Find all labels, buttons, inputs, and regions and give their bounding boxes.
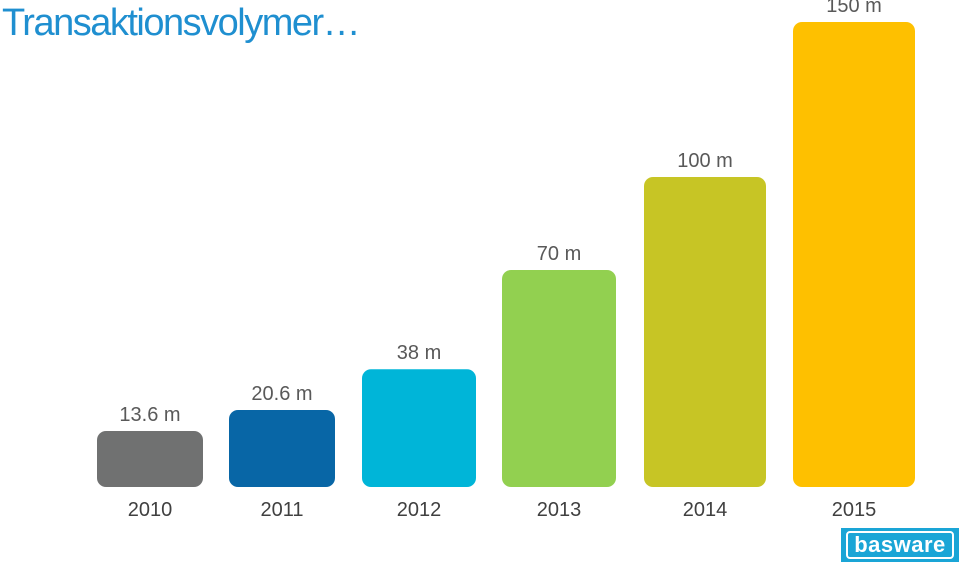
bar-2013	[502, 270, 616, 487]
bar-2012	[362, 369, 476, 487]
x-tick-2013: 2013	[537, 499, 582, 521]
x-tick-2014: 2014	[683, 499, 728, 521]
data-label-2015: 150 m	[826, 0, 882, 17]
data-label-2014: 100 m	[677, 150, 733, 172]
data-label-2010: 13.6 m	[119, 404, 180, 426]
bar-2010	[97, 431, 203, 487]
bar-2015	[793, 22, 915, 487]
data-label-2011: 20.6 m	[251, 383, 312, 405]
x-tick-2012: 2012	[397, 499, 442, 521]
logo-text: basware	[846, 531, 954, 559]
bar-2011	[229, 410, 335, 487]
x-tick-2010: 2010	[128, 499, 173, 521]
data-label-2013: 70 m	[537, 243, 581, 265]
x-tick-2011: 2011	[260, 499, 303, 521]
basware-logo: basware	[841, 528, 959, 562]
bar-2014	[644, 177, 766, 487]
page-title: Transaktionsvolymer…	[2, 2, 361, 44]
data-label-2012: 38 m	[397, 342, 441, 364]
x-tick-2015: 2015	[832, 499, 877, 521]
